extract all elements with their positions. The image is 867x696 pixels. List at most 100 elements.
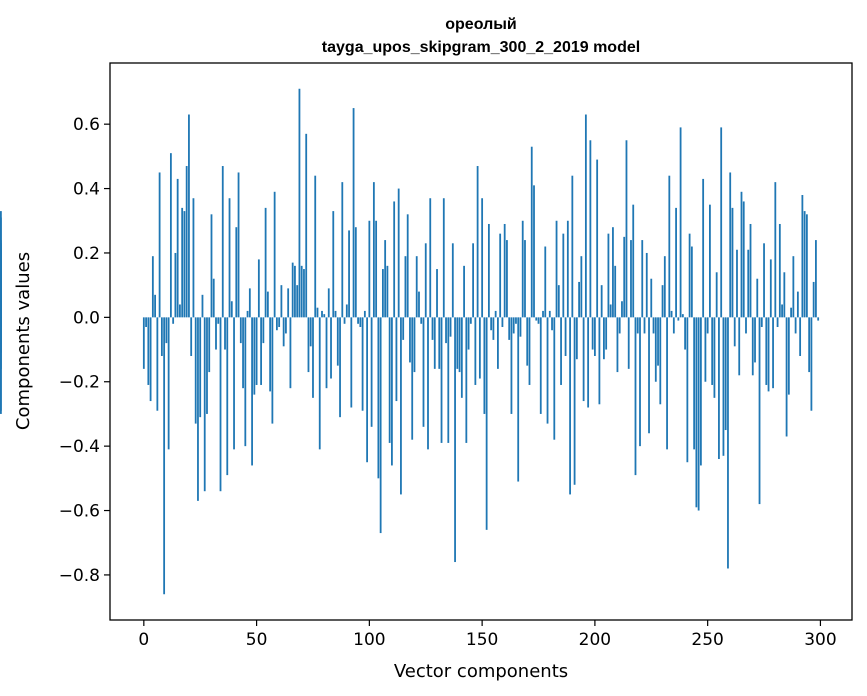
bar-206 [607, 233, 610, 318]
bar-291 [799, 317, 802, 356]
bar-43 [239, 317, 242, 344]
bar-235 [672, 317, 675, 334]
bar-87 [339, 317, 341, 418]
bar-251 [709, 204, 711, 318]
bar-165 [515, 317, 517, 324]
bar-143 [465, 317, 468, 443]
bar-297 [812, 281, 815, 318]
bar-130 [436, 269, 438, 318]
bar-7 [158, 172, 161, 318]
bar-16 [179, 304, 181, 318]
bar-137 [451, 243, 454, 318]
bar-120 [413, 317, 416, 373]
bar-242 [688, 233, 691, 318]
bar-138 [454, 317, 456, 563]
bar-268 [747, 249, 750, 318]
bar-117 [406, 214, 409, 318]
bar-56 [269, 317, 272, 392]
bar-41 [235, 227, 238, 318]
bar-211 [618, 317, 621, 334]
bar-52 [260, 317, 262, 385]
bar-249 [704, 317, 707, 382]
chart-title-line2: tayga_upos_skipgram_300_2_2019 model [322, 39, 640, 56]
bar-105 [379, 317, 382, 534]
bar-240 [684, 317, 686, 350]
bar-266 [742, 201, 745, 318]
bar-28 [206, 317, 208, 414]
bar-185 [560, 317, 562, 385]
bar-269 [749, 223, 752, 318]
bar-131 [438, 317, 441, 369]
bar-64 [287, 288, 290, 318]
y-tick-label: −0.8 [59, 566, 100, 586]
bar-123 [420, 317, 423, 324]
y-tick-label: 0.0 [73, 308, 100, 328]
bar-247 [699, 317, 702, 466]
bar-62 [282, 317, 285, 347]
bar-202 [598, 317, 601, 405]
bar-114 [400, 317, 402, 495]
bar-45 [244, 317, 247, 447]
bar-151 [483, 317, 486, 414]
bar-139 [456, 317, 459, 369]
bar-157 [497, 317, 499, 369]
bar-295 [808, 317, 811, 373]
bar-65 [289, 317, 292, 389]
bar-205 [605, 317, 608, 350]
bar-203 [600, 285, 603, 318]
bar-215 [627, 317, 630, 369]
bar-0 [142, 317, 145, 369]
bar-267 [745, 317, 747, 334]
bar-96 [359, 317, 362, 328]
bar-31 [212, 278, 215, 318]
bar-128 [431, 317, 434, 340]
bar-164 [512, 317, 515, 334]
bar-11 [167, 317, 170, 450]
bar-83 [330, 317, 332, 379]
bar-236 [675, 207, 677, 318]
bar-3 [149, 317, 152, 402]
bar-191 [573, 317, 576, 485]
bar-233 [668, 175, 671, 318]
bar-102 [372, 182, 375, 318]
bar-278 [769, 259, 772, 318]
bar-221 [641, 240, 644, 318]
bar-171 [528, 317, 531, 385]
bar-series [0, 88, 820, 595]
bar-175 [537, 317, 540, 324]
bar-100 [368, 220, 371, 318]
bar-85 [334, 310, 337, 318]
bar-173 [533, 185, 535, 318]
bar-257 [722, 317, 725, 456]
bar-81 [325, 317, 328, 389]
bar-133 [442, 198, 445, 318]
bar-39 [230, 301, 233, 318]
bar-189 [569, 317, 571, 495]
bar-14 [174, 252, 177, 318]
bar-188 [566, 220, 569, 318]
bar-undefined [0, 243, 2, 318]
bar-284 [783, 272, 786, 318]
bar-200 [593, 317, 596, 356]
bar-121 [415, 256, 418, 318]
bar-6 [156, 317, 159, 411]
bar-258 [724, 317, 727, 431]
bar-48 [251, 317, 253, 466]
bar-275 [763, 243, 765, 318]
bar-61 [280, 285, 283, 318]
x-axis-ticks: 0 50 100 150 200 250 300 [138, 620, 837, 650]
bar-119 [411, 317, 414, 440]
bar-59 [275, 317, 278, 331]
bar-29 [208, 317, 211, 373]
bar-253 [713, 317, 716, 398]
bar-225 [650, 278, 653, 318]
bar-27 [203, 317, 206, 492]
bar-180 [548, 310, 551, 318]
bar-90 [345, 304, 348, 318]
bar-89 [343, 317, 346, 324]
bar-183 [555, 220, 558, 318]
bar-218 [634, 317, 637, 476]
bar-182 [553, 317, 556, 440]
bar-223 [645, 252, 648, 318]
bar-264 [738, 317, 741, 376]
